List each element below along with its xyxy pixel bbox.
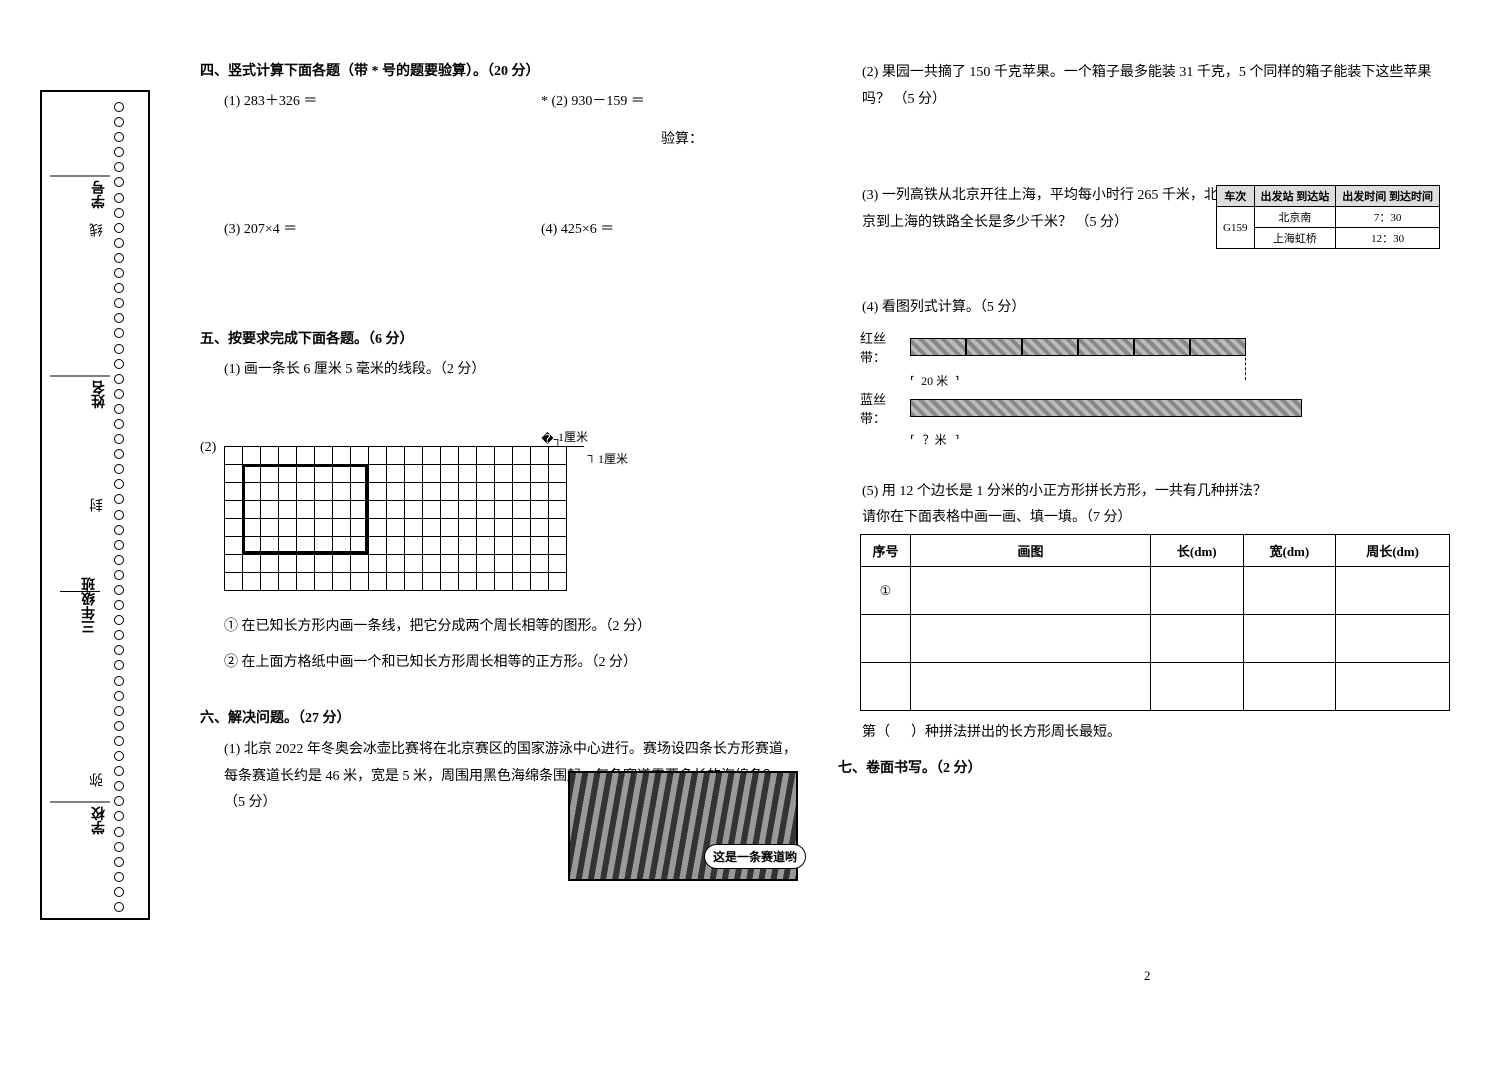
content-columns: 四、竖式计算下面各题（带 * 号的题要验算）。（20 分） (1) 283＋32… — [200, 60, 1450, 960]
speech-bubble: 这是一条赛道哟 — [704, 844, 806, 869]
q4-4: (4) 425×6 ＝ — [541, 218, 798, 238]
dep-time: 7：30 — [1336, 207, 1440, 228]
q6-5a: (5) 用 12 个边长是 1 分米的小正方形拼长方形，一共有几种拼法？ — [838, 480, 1450, 500]
curling-photo: 这是一条赛道哟 — [568, 771, 798, 881]
red-ribbon — [910, 338, 1246, 356]
grid-unit-v: 1厘米 — [598, 450, 628, 467]
dep-station: 北京南 — [1254, 207, 1336, 228]
q6-2: (2) 果园一共摘了 150 千克苹果。一个箱子最多能装 31 千克，5 个同样… — [838, 60, 1450, 113]
train-schedule-table: 车次 出发站 到达站 出发时间 到达时间 G159 北京南 7：30 上海虹桥 … — [1216, 185, 1440, 249]
binding-circles — [114, 102, 124, 912]
train-code: G159 — [1217, 207, 1254, 249]
blue-ribbon — [910, 399, 1302, 417]
q4-3: (3) 207×4 ＝ — [224, 218, 481, 238]
q4-1: (1) 283＋326 ＝ — [224, 90, 481, 148]
check-label: 验算： — [661, 128, 798, 148]
q6-5b: 请你在下面表格中画一画、填一填。（7 分） — [838, 506, 1450, 526]
section-6-title: 六、解决问题。（27 分） — [200, 707, 798, 727]
q5-sub1: ① 在已知长方形内画一条线，把它分成两个周长相等的图形。（2 分） — [224, 615, 798, 635]
left-column: 四、竖式计算下面各题（带 * 号的题要验算）。（20 分） (1) 283＋32… — [200, 60, 798, 960]
blue-label: 蓝丝带： — [860, 389, 910, 427]
seal-word: 线 — [88, 223, 108, 237]
page-frame: 学校 三年级班 姓名 学号 线 封 弥 四、竖式计算下面各题（带 * 号的题要验… — [50, 60, 1450, 1020]
red-label: 红丝带： — [860, 328, 910, 366]
section-4-title: 四、竖式计算下面各题（带 * 号的题要验算）。（20 分） — [200, 60, 798, 80]
ribbon-figure: 红丝带： ⸢20 米⸣ 蓝丝带： ⸢？米⸣ — [860, 326, 1450, 448]
th-time: 出发时间 到达时间 — [1336, 186, 1440, 207]
grid-figure — [224, 446, 584, 591]
section-5-title: 五、按要求完成下面各题。（6 分） — [200, 328, 798, 348]
seal-line-words: 线 封 弥 — [88, 92, 108, 918]
q5-footer: 第（ ）种拼法拼出的长方形周长最短。 — [838, 721, 1450, 741]
q4-2: * (2) 930－159 ＝ 验算： — [541, 90, 798, 148]
grid-unit-h: 1厘米 — [558, 428, 588, 445]
seal-word: 弥 — [88, 773, 108, 787]
seal-word: 封 — [88, 498, 108, 512]
student-info-sidebar: 学校 三年级班 姓名 学号 线 封 弥 — [40, 90, 150, 920]
q5-table: 序号 画图 长(dm) 宽(dm) 周长(dm) ① — [860, 534, 1450, 711]
q5-sub2: ② 在上面方格纸中画一个和已知长方形周长相等的正方形。（2 分） — [224, 651, 798, 671]
section-7-title: 七、卷面书写。（2 分） — [838, 757, 1450, 777]
page-number: 2 — [1144, 968, 1151, 984]
arr-time: 12：30 — [1336, 228, 1440, 249]
th-station: 出发站 到达站 — [1254, 186, 1336, 207]
q5-1: (1) 画一条长 6 厘米 5 毫米的线段。（2 分） — [224, 358, 798, 378]
q6-4-title: (4) 看图列式计算。（5 分） — [838, 296, 1450, 316]
th-train: 车次 — [1217, 186, 1254, 207]
q5-2-label: (2) — [200, 434, 224, 601]
arr-station: 上海虹桥 — [1254, 228, 1336, 249]
right-column: (2) 果园一共摘了 150 千克苹果。一个箱子最多能装 31 千克，5 个同样… — [838, 60, 1450, 960]
